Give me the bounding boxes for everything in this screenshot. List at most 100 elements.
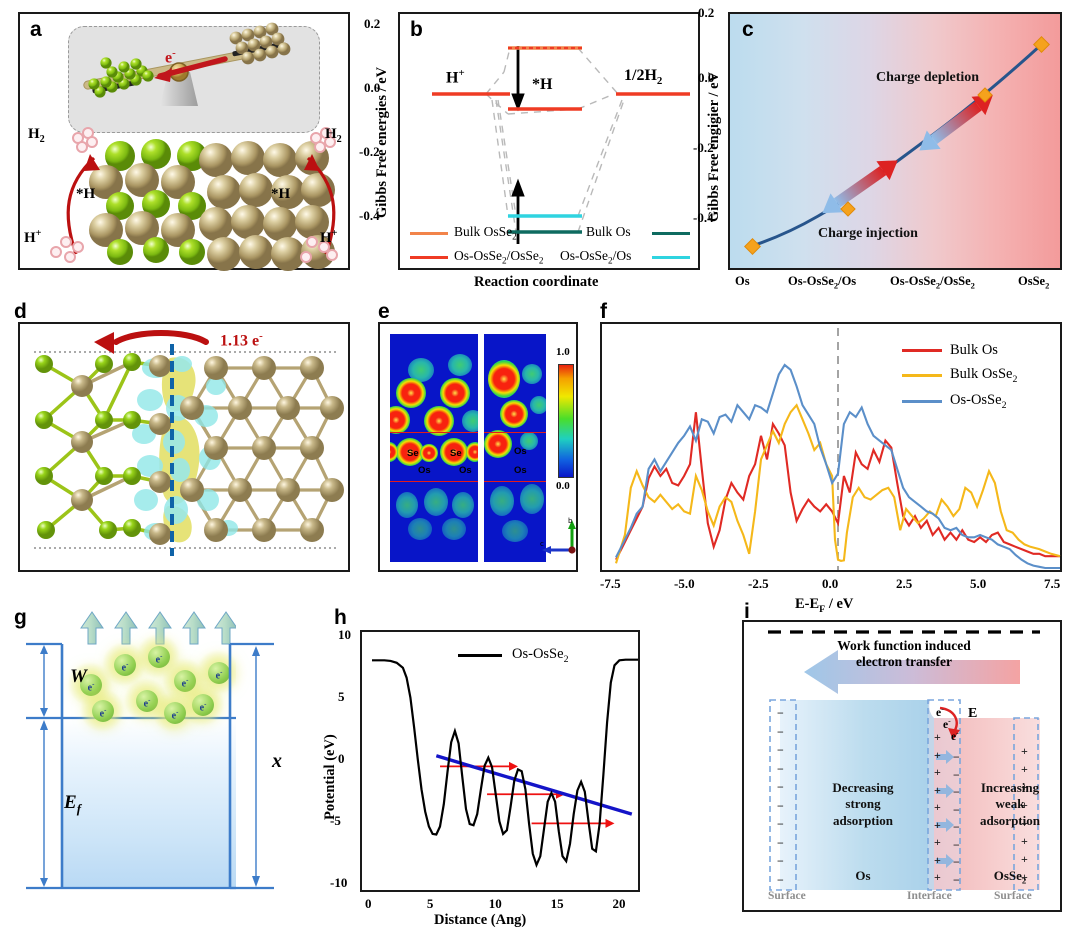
right-adsorption-line2: weak [995, 796, 1025, 812]
panel-g-right-wall [228, 642, 274, 890]
h-red-arrowhead-0 [508, 761, 518, 771]
panel-b-ytick-2: -0.2 [359, 144, 380, 159]
electron-3: e- [148, 646, 170, 668]
work-function-label: W [70, 666, 87, 687]
charge-sign: + [934, 730, 941, 744]
charge-sign: + [1021, 798, 1028, 812]
charge-sign: + [934, 765, 941, 779]
h-red-arrowhead-2 [605, 818, 615, 828]
panel-f-xlabel: E-EF / eV [795, 596, 854, 615]
right-adsorption-line3: adsorption [980, 812, 1040, 828]
interface-electron-1: e- [936, 704, 944, 719]
f-legend-label-os-osse2: Os-OsSe2 [950, 391, 1007, 411]
charge-sign: + [934, 747, 941, 762]
interface-electron-2: e- [943, 716, 951, 731]
panel-c-ytick-0: 0.2 [698, 5, 715, 20]
adsorbed-h-right: *H [271, 186, 291, 202]
elf-map-left: Se Se Os Os [390, 334, 478, 562]
panel-c-xtick-osse2: OsSe2 [1018, 274, 1050, 291]
panel-d-graphics [34, 330, 344, 556]
charge-sign: − [777, 817, 784, 831]
electron-6: e- [92, 700, 114, 722]
svg-text:b: b [568, 517, 573, 525]
panel-h-ytick-2: 0 [338, 751, 345, 766]
charge-sign: − [953, 855, 960, 869]
right-surface-label: Surface [994, 890, 1032, 902]
legend-label-bulk-os: Bulk Os [586, 224, 631, 239]
charge-sign: − [777, 706, 784, 720]
elf-right-atom-os-2: Os [514, 465, 527, 476]
charge-injection-note: Charge injection [818, 226, 918, 241]
elf-map-right: Os Os [484, 334, 546, 562]
panel-g: e- e- e- e- e- e- e- e- e- W Ef [18, 600, 236, 920]
panel-i-title-line2: electron transfer [855, 653, 953, 669]
elf-left-atom-os-2: Os [459, 465, 472, 476]
charge-sign: + [934, 835, 941, 849]
panel-b-plot [432, 46, 690, 244]
panel-c-xtick-os: Os [735, 274, 750, 288]
left-adsorption-line2: strong [845, 796, 881, 812]
panel-a-graphics [50, 22, 338, 271]
left-surface-label: Surface [768, 890, 806, 902]
panel-c-plot [744, 36, 1050, 255]
right-adsorption-text: Increasing weak adsorption [960, 780, 1060, 829]
panel-b-ylabel: Gibbs Free energies / eV [374, 66, 390, 218]
charge-sign: + [934, 800, 941, 814]
electron-7: e- [136, 690, 158, 712]
electron-arrow-label: e- [165, 47, 176, 67]
panel-h-ytick-3: -5 [330, 813, 341, 828]
charge-sign: − [777, 872, 784, 887]
panel-d: 1.13 e- [18, 322, 350, 572]
charge-sign: − [777, 798, 784, 813]
charge-sign: + [1021, 762, 1028, 776]
charge-sign: + [1021, 834, 1028, 848]
charge-sign: − [953, 767, 960, 782]
f-legend-line-bulk-osse2 [902, 373, 942, 377]
panel-f-xtick-5: 5.0 [970, 576, 987, 591]
charge-sign: − [777, 761, 784, 776]
charge-sign: − [953, 837, 960, 852]
panel-f-label: f [600, 300, 607, 323]
electron-9: e- [164, 702, 186, 724]
state-label-half-h2: 1/2H2 [624, 67, 663, 88]
panel-a: H2 H2 *H *H H+ H+ e- [18, 12, 350, 271]
panel-c: Charge depletion Charge injection [728, 12, 1062, 270]
panel-b: H+ *H 1/2H2 Bulk OsSe2 Os-OsSe2/OsSe2 Bu… [398, 12, 700, 270]
right-adsorption-line1: Increasing [980, 780, 1040, 795]
charge-sign: − [953, 802, 960, 817]
panel-c-ytick-2: -0.2 [693, 140, 714, 155]
charge-sign: − [777, 780, 784, 794]
panel-c-xtick-os-osse2-os: Os-OsSe2/Os [788, 274, 857, 291]
right-material-label: OsSe2 [993, 868, 1027, 886]
charge-sign: + [1021, 870, 1028, 884]
charge-depletion-note: Charge depletion [876, 70, 980, 85]
h-legend-line [458, 653, 502, 657]
electron-4: e- [174, 670, 196, 692]
state-label-hplus: H+ [446, 67, 465, 87]
proton-label-left: H+ [24, 228, 42, 246]
panel-h-ytick-1: 5 [338, 689, 345, 704]
electron-5: e- [208, 662, 230, 684]
panel-h: Os-OsSe2 [360, 630, 640, 892]
legend-line-bulk-osse2 [410, 232, 448, 235]
elf-right-unit-cell [484, 432, 546, 482]
panel-i-title-line1: Work function induced [837, 638, 971, 653]
elf-colorbar [558, 364, 574, 478]
interface-label: Interface [907, 890, 952, 902]
charge-sign: − [777, 743, 784, 757]
charge-sign: − [953, 872, 960, 887]
left-adsorption-text: Decreasing strong adsorption [800, 780, 926, 829]
proton-label-right: H+ [320, 228, 338, 246]
electron-2: e- [114, 654, 136, 676]
panel-a-label: a [30, 18, 42, 41]
panel-h-potential-plot [372, 658, 638, 868]
charge-transfer-label: 1.13 e- [220, 330, 263, 350]
field-label: E [968, 706, 978, 721]
panel-f: Bulk Os Bulk OsSe2 Os-OsSe2 [600, 322, 1062, 572]
panel-g-label: g [14, 606, 27, 629]
charge-sign: + [1021, 744, 1028, 758]
panel-f-xtick-4: 2.5 [896, 576, 913, 591]
panel-i-label: i [744, 600, 750, 623]
panel-e: Se Se Os Os Os Os 1.0 0.0 b c [378, 322, 578, 572]
